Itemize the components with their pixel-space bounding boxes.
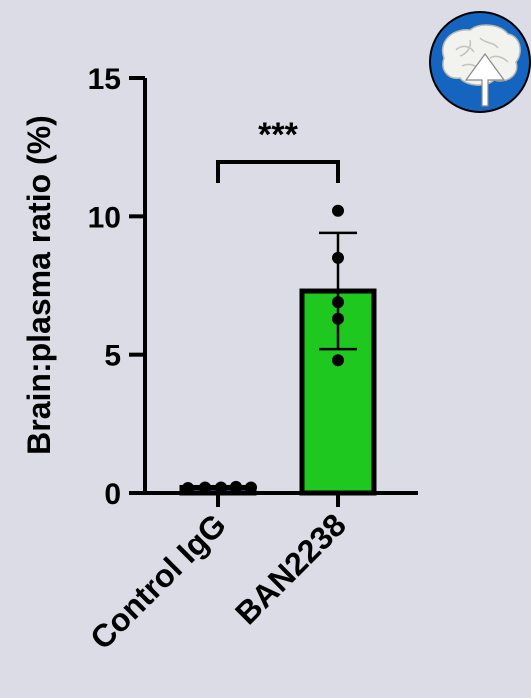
- data-point: [182, 482, 194, 495]
- data-point: [332, 204, 344, 217]
- data-point: [332, 251, 344, 264]
- data-point: [245, 481, 257, 494]
- y-ticks: 0 5 10 15: [88, 63, 145, 511]
- bars: [179, 288, 377, 496]
- data-point: [332, 354, 344, 367]
- data-point: [215, 481, 227, 494]
- data-point: [199, 481, 211, 494]
- data-point: [230, 480, 242, 493]
- y-tick-label: 15: [88, 63, 121, 96]
- y-tick-label: 5: [104, 340, 121, 373]
- significance-bracket: [216, 160, 340, 183]
- brain-up-arrow-icon: [429, 11, 531, 113]
- category-label: Control IgG: [83, 506, 233, 656]
- significance-label: ***: [258, 116, 298, 154]
- data-point: [332, 312, 344, 325]
- y-tick-label: 10: [88, 201, 121, 234]
- y-tick-label: 0: [104, 478, 121, 511]
- category-label: BAN2238: [228, 506, 353, 631]
- data-point: [332, 296, 344, 309]
- data-points: [182, 204, 344, 495]
- y-axis-label: Brain:plasma ratio (%): [21, 115, 57, 455]
- significance: ***: [216, 116, 340, 183]
